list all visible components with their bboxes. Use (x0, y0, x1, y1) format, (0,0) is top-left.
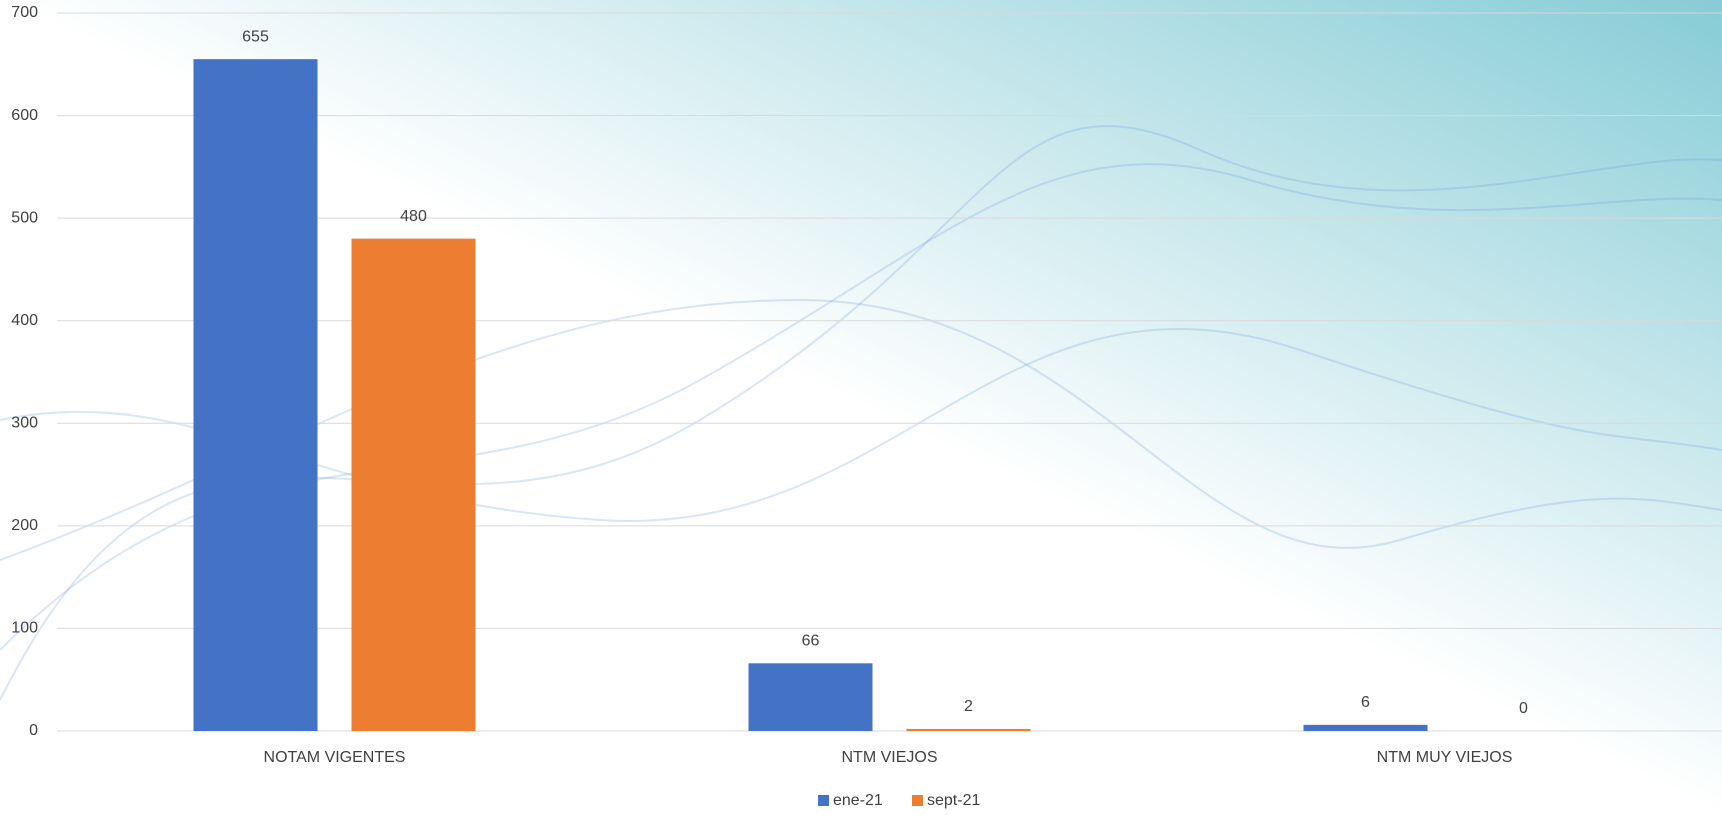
y-tick-label: 0 (29, 722, 38, 739)
y-tick-label: 300 (11, 415, 38, 432)
data-label: 2 (964, 698, 973, 715)
y-tick-label: 500 (11, 209, 38, 226)
data-label: 0 (1519, 700, 1528, 717)
data-label: 480 (400, 208, 427, 225)
legend-label: ene-21 (833, 792, 883, 809)
y-tick-label: 600 (11, 107, 38, 124)
data-label: 655 (242, 28, 269, 45)
y-tick-label: 200 (11, 517, 38, 534)
y-tick-label: 700 (11, 4, 38, 21)
legend-swatch (818, 795, 829, 806)
bar (351, 238, 476, 731)
bar (748, 663, 873, 731)
y-tick-label: 100 (11, 620, 38, 637)
y-tick-label: 400 (11, 312, 38, 329)
x-tick-label: NTM VIEJOS (841, 749, 937, 766)
x-tick-label: NTM MUY VIEJOS (1377, 749, 1513, 766)
bar (1303, 724, 1428, 731)
data-label: 66 (802, 633, 820, 650)
legend-swatch (912, 795, 923, 806)
legend-label: sept-21 (927, 792, 980, 809)
data-label: 6 (1361, 694, 1370, 711)
bar (193, 59, 318, 731)
bar (906, 728, 1031, 731)
x-tick-label: NOTAM VIGENTES (264, 749, 406, 766)
